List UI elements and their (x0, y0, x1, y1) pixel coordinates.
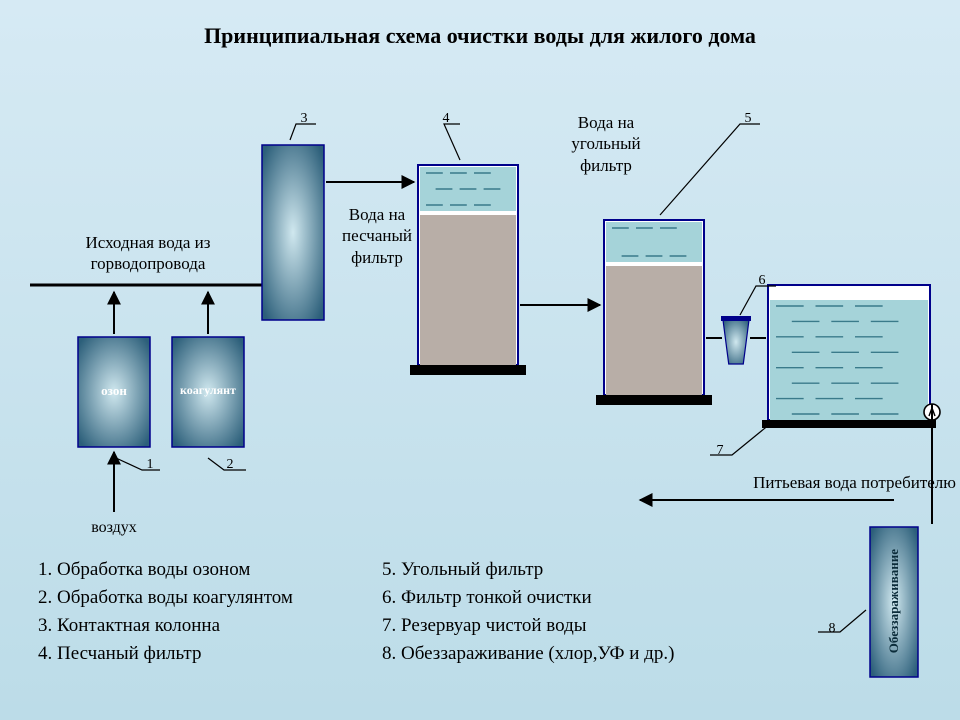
flow-label-out: Питьевая вода потребителю (696, 472, 956, 493)
leader-number: 2 (220, 456, 240, 474)
legend-item: 7. Резервуар чистой воды (382, 612, 674, 640)
contact-column (262, 145, 324, 320)
leader-number: 7 (710, 442, 730, 460)
legend-item: 4. Песчаный фильтр (38, 640, 293, 668)
flow-label-air: воздух (78, 518, 150, 538)
leader-number: 4 (436, 110, 456, 128)
legend-right: 5. Угольный фильтр6. Фильтр тонкой очист… (382, 556, 674, 668)
legend-item: 3. Контактная колонна (38, 612, 293, 640)
leader-number: 1 (140, 456, 160, 474)
legend-item: 5. Угольный фильтр (382, 556, 674, 584)
leader-number: 3 (294, 110, 314, 128)
legend-item: 8. Обеззараживание (хлор,УФ и др.) (382, 640, 674, 668)
legend-item: 6. Фильтр тонкой очистки (382, 584, 674, 612)
leader-number: 8 (822, 620, 842, 638)
flow-label-src: Исходная вода изгорводопровода (48, 232, 248, 275)
ozone-label: озон (78, 383, 150, 399)
disinfection-label: Обеззараживание (886, 526, 902, 676)
flow-label-to_sand: Вода напесчаныйфильтр (332, 204, 422, 268)
legend-left: 1. Обработка воды озоном2. Обработка вод… (38, 556, 293, 668)
diagram-title: Принципиальная схема очистки воды для жи… (0, 22, 960, 50)
coagulant-label: коагулянт (172, 383, 244, 398)
leader-number: 5 (738, 110, 758, 128)
legend-item: 2. Обработка воды коагулянтом (38, 584, 293, 612)
flow-label-to_carbon: Вода наугольныйфильтр (546, 112, 666, 176)
legend-item: 1. Обработка воды озоном (38, 556, 293, 584)
leader-number: 6 (752, 272, 772, 290)
